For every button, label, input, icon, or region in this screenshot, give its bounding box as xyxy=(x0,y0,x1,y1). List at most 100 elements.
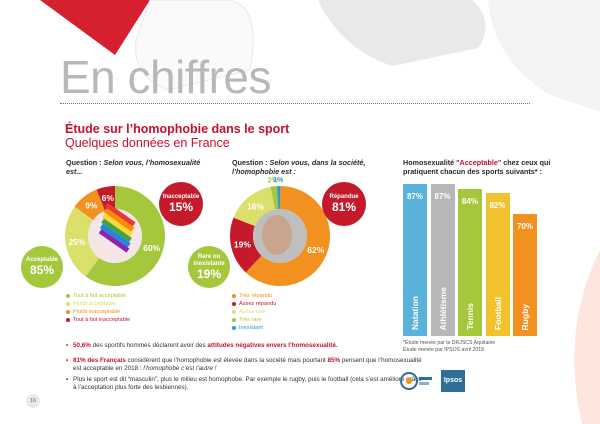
page-number: 16 xyxy=(26,394,40,408)
rainbow-flag-stripe xyxy=(98,229,130,253)
legend-item: Tout à fait inacceptable xyxy=(66,316,130,324)
page-big-title: En chiffres xyxy=(60,51,271,103)
pie1-question-text: Selon vous, l’homosexualité est... xyxy=(66,158,201,176)
pie-slice-label: 25% xyxy=(68,237,85,247)
bar-title-prefix: Homosexualité xyxy=(403,158,457,167)
pie1-badge-acceptable: Acceptable 85% xyxy=(21,246,63,288)
rainbow-flag-stripe xyxy=(103,208,135,232)
rainbow-flag-stripe xyxy=(99,223,131,248)
title-divider xyxy=(60,103,530,104)
bullet-dot: • xyxy=(66,357,69,364)
ipsos-logo: Ipsos xyxy=(441,370,465,392)
bar-title-highlight: "Acceptable" xyxy=(456,158,502,167)
pie1-badge-inacceptable-value: 15% xyxy=(168,200,194,214)
white-hexagon-shape xyxy=(135,0,254,91)
pie1-question-prefix: Question : xyxy=(66,158,104,167)
pie-slice-label: 19% xyxy=(234,239,251,249)
legend-label: Très répandu xyxy=(239,293,273,299)
pie-slice xyxy=(245,186,330,286)
pie2-badge-rare-label: Rare ou inexistante xyxy=(193,253,225,267)
sport-association-logo xyxy=(400,372,432,390)
bullet-text: 81% des Français considèrent que l’homop… xyxy=(66,357,426,373)
pie2-badge-repandue: Répandue 81% xyxy=(322,182,366,226)
rainbow-flag-stripe xyxy=(102,213,134,237)
pie-slice-label: 2% xyxy=(268,177,279,184)
peach-edge-shape xyxy=(574,250,600,424)
pie2-question-text: Selon vous, dans la société, l’homophobi… xyxy=(232,158,366,176)
rainbow-flag-stripe xyxy=(101,218,132,243)
legend-label: Tout à fait inacceptable xyxy=(73,317,131,323)
legend-item: Très répandu xyxy=(232,292,276,300)
pie-slice-label: 1% xyxy=(273,177,284,184)
study-title: Étude sur l’homophobie dans le sport xyxy=(65,122,290,136)
pie-slice xyxy=(85,186,165,286)
bullet-highlight: attitudes négatives envers l’homosexuali… xyxy=(207,342,338,349)
grey-hexagon-shape xyxy=(318,0,486,66)
bar-category-label: Natation xyxy=(410,296,420,330)
legend-label: Très rare xyxy=(239,317,262,323)
bar-value-label: 87% xyxy=(406,192,423,201)
pie-slice xyxy=(233,186,275,227)
bullet-fragment: considèrent que l’homophobie est élevée … xyxy=(125,357,328,364)
bullet-dot: • xyxy=(66,376,69,383)
pie1-legend: Tout à fait acceptable Plutôt acceptable P… xyxy=(66,292,130,324)
legend-item: Assez rare xyxy=(232,308,276,316)
legend-swatch xyxy=(232,318,236,322)
bullet-fragment: Plus le sport est dit “masculin”, plus l… xyxy=(73,376,422,391)
pie1-badge-inacceptable-label: Inacceptable xyxy=(162,194,200,200)
pie-slice-label: 62% xyxy=(307,245,324,255)
grey-corner-shape xyxy=(488,0,600,112)
pie-slice xyxy=(276,186,280,210)
bar-category-label: Tennis xyxy=(465,303,475,330)
bar-category-label: Football xyxy=(492,296,503,330)
pie-slice xyxy=(270,186,279,210)
legend-item: Plutôt acceptable xyxy=(66,300,130,308)
bar-chart-notes: *Étude menée par la DRJSCS Aquitaine Étu… xyxy=(403,340,495,354)
legend-swatch xyxy=(66,302,70,306)
pie1-badge-inacceptable: Inacceptable 15% xyxy=(159,182,203,226)
bar-value-label: 82% xyxy=(489,200,506,210)
pie2-question-prefix: Question : xyxy=(232,158,270,167)
bullet-text: Plus le sport est dit “masculin”, plus l… xyxy=(66,376,426,392)
raised-hand-shape xyxy=(262,215,292,255)
bar-athlétisme: 87% Athlétisme xyxy=(430,184,455,336)
legend-label: Assez répandu xyxy=(239,301,277,307)
bullet-highlight: 50,6% xyxy=(73,342,91,349)
bar-value-label: 70% xyxy=(516,221,533,231)
pie-slice xyxy=(96,186,115,211)
bar-title-suffix: chez ceux qui pratiquent chacun des spor… xyxy=(403,158,551,176)
pie2-chart: 62% 19% 16% 2%1% xyxy=(230,177,330,286)
bar-note-2: Étude menée par IPSOS avril 2018 xyxy=(403,347,485,353)
bullet-text: 50,6% des sportifs hommes déclarent avoi… xyxy=(66,342,426,350)
pie-slice-label: 6% xyxy=(102,193,115,203)
pie-slice xyxy=(74,189,106,221)
legend-item: Tout à fait acceptable xyxy=(66,292,130,300)
bar-value-label: 87% xyxy=(434,192,451,201)
pie-slice xyxy=(64,206,100,277)
pie2-question: Question : Selon vous, dans la société, … xyxy=(232,158,382,176)
bar-tennis: 84% Tennis xyxy=(458,189,482,336)
rainbow-flag-stripe xyxy=(104,202,136,227)
legend-swatch xyxy=(66,294,70,298)
bar-rugby: 70% Rugby xyxy=(513,213,537,336)
legend-item: Très rare xyxy=(232,316,276,324)
bullet-item: • 81% des Français considèrent que l’homo… xyxy=(66,357,426,373)
pie2-badge-rare: Rare ou inexistante 19% xyxy=(188,246,230,288)
pie-slice-label: 16% xyxy=(247,201,264,211)
legend-item: Plutôt inacceptable xyxy=(66,308,130,316)
study-subtitle: Quelques données en France xyxy=(65,136,230,150)
legend-label: Tout à fait acceptable xyxy=(73,293,126,299)
pie1-chart: 60% 25% 9% 6% xyxy=(64,186,165,286)
pie1-question: Question : Selon vous, l’homosexualité e… xyxy=(66,158,216,176)
pie2-badge-repandue-label: Répandue xyxy=(329,194,359,200)
bullet-fragment: pensent que l’homosexualité est acceptab… xyxy=(73,357,422,372)
pie1-badge-acceptable-value: 85% xyxy=(29,263,55,277)
bar-value-label: 84% xyxy=(461,197,478,207)
legend-item: Inexistant xyxy=(232,324,276,332)
bar-chart-title: Homosexualité "Acceptable" chez ceux qui… xyxy=(403,158,553,176)
bullet-highlight: 85% xyxy=(327,357,341,364)
bar-category-label: Athlétisme xyxy=(437,286,448,330)
legend-label: Inexistant xyxy=(239,325,263,331)
bar-category-label: Rugby xyxy=(520,303,530,330)
pie1-badge-acceptable-label: Acceptable xyxy=(25,257,58,263)
